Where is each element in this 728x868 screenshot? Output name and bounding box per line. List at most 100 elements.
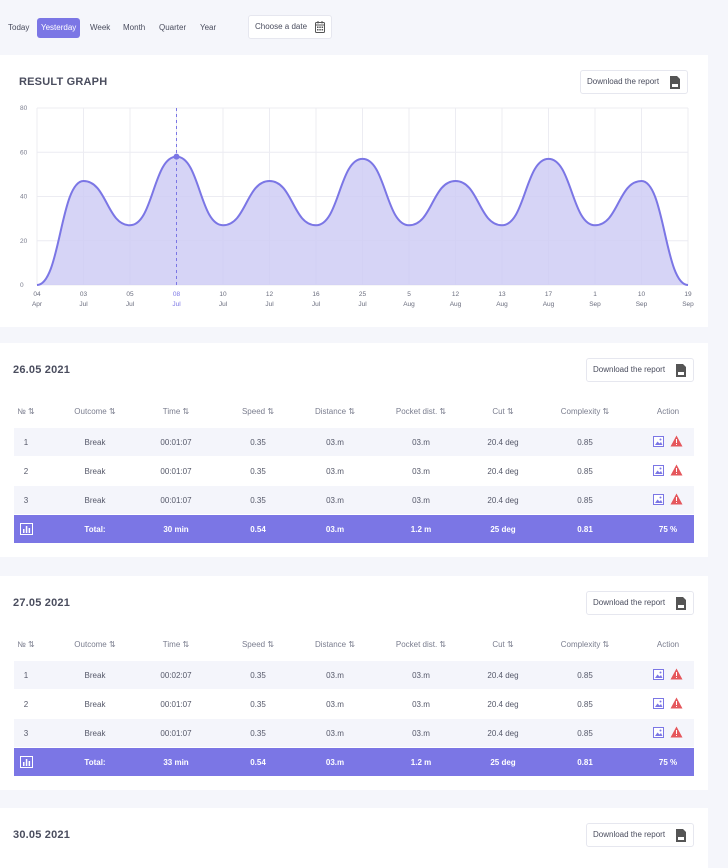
table-cell: 20.4 deg [463,671,543,680]
column-header[interactable]: Time ⇅ [136,407,216,416]
x-tick-label: 12 [266,291,274,298]
period-quarter[interactable]: Quarter [155,18,190,38]
table-cell: Break [55,496,135,505]
document-icon [676,364,686,377]
table-cell: 00:01:07 [136,729,216,738]
image-icon[interactable] [653,698,664,709]
x-tick-label: 10 [219,291,227,298]
table-cell: 00:01:07 [136,496,216,505]
column-header[interactable]: Distance ⇅ [295,407,375,416]
y-tick-label: 0 [20,282,24,289]
x-tick-label: Jul [312,301,321,308]
table-cell: 20.4 deg [463,700,543,709]
total-cell: 0.81 [545,525,625,534]
x-tick-label: Jul [126,301,135,308]
warning-icon[interactable] [670,697,683,709]
highlight-point [174,154,180,160]
session-card-3: 30.05 2021 Download the report [0,808,708,868]
session-download-label: Download the report [593,598,665,607]
table-cell: 0.85 [545,467,625,476]
table-cell: 03.m [295,467,375,476]
warning-icon[interactable] [670,435,683,447]
column-header[interactable]: Pocket dist. ⇅ [381,640,461,649]
total-cell: 75 % [628,525,708,534]
session-date: 26.05 2021 [13,364,70,376]
column-header[interactable]: Outcome ⇅ [55,407,135,416]
table-cell: 03.m [381,438,461,447]
column-header[interactable]: Time ⇅ [136,640,216,649]
table-cell: 20.4 deg [463,438,543,447]
column-header[interactable]: Outcome ⇅ [55,640,135,649]
x-tick-label: Aug [496,301,508,308]
warning-icon[interactable] [670,464,683,476]
session-download-label: Download the report [593,830,665,839]
table-cell: 0.85 [545,729,625,738]
total-cell: 0.54 [218,525,298,534]
x-tick-label: Jul [265,301,274,308]
column-header[interactable]: Complexity ⇅ [545,640,625,649]
session-download-button[interactable]: Download the report [586,823,694,847]
image-icon[interactable] [653,727,664,738]
warning-icon[interactable] [670,726,683,738]
session-download-button[interactable]: Download the report [586,358,694,382]
total-cell: 75 % [628,758,708,767]
x-tick-label: 13 [498,291,506,298]
image-icon[interactable] [653,436,664,447]
image-icon[interactable] [653,494,664,505]
calendar-icon [315,21,325,33]
x-tick-label: Jul [358,301,367,308]
session-download-button[interactable]: Download the report [586,591,694,615]
warning-icon[interactable] [670,668,683,680]
table-cell: 0.85 [545,700,625,709]
column-header[interactable]: Pocket dist. ⇅ [381,407,461,416]
x-tick-label: Aug [450,301,462,308]
y-tick-label: 20 [20,238,28,245]
bar-chart-icon [20,756,33,768]
column-header: Action [628,640,708,649]
x-tick-label: 08 [173,291,181,298]
total-cell: 25 deg [463,525,543,534]
image-icon[interactable] [653,669,664,680]
warning-icon[interactable] [670,493,683,505]
column-header[interactable]: Speed ⇅ [218,407,298,416]
table-cell: 03.m [381,496,461,505]
column-header[interactable]: Distance ⇅ [295,640,375,649]
column-header[interactable]: Complexity ⇅ [545,407,625,416]
period-week[interactable]: Week [86,18,114,38]
x-tick-label: 10 [638,291,646,298]
session-table: № ⇅Outcome ⇅Time ⇅Speed ⇅Distance ⇅Pocke… [14,399,694,541]
table-cell: Break [55,671,135,680]
period-today[interactable]: Today [4,18,33,38]
period-yesterday[interactable]: Yesterday [37,18,80,38]
column-header[interactable]: Cut ⇅ [463,407,543,416]
period-month[interactable]: Month [119,18,149,38]
table-cell: 03.m [295,496,375,505]
table-cell: 20.4 deg [463,467,543,476]
column-header: Action [628,407,708,416]
total-cell: 0.54 [218,758,298,767]
column-header[interactable]: Cut ⇅ [463,640,543,649]
y-tick-label: 40 [20,194,28,201]
column-header[interactable]: Speed ⇅ [218,640,298,649]
total-cell: 25 deg [463,758,543,767]
x-tick-label: Aug [403,301,415,308]
session-download-label: Download the report [593,365,665,374]
choose-date-button[interactable]: Choose a date [248,15,332,39]
table-header: № ⇅Outcome ⇅Time ⇅Speed ⇅Distance ⇅Pocke… [14,632,694,656]
x-tick-label: 04 [33,291,41,298]
document-icon [676,829,686,842]
period-year[interactable]: Year [196,18,220,38]
table-cell: Break [55,438,135,447]
table-cell: 00:01:07 [136,467,216,476]
image-icon[interactable] [653,465,664,476]
period-toolbar: Today Yesterday Week Month Quarter Year … [0,14,728,38]
table-header: № ⇅Outcome ⇅Time ⇅Speed ⇅Distance ⇅Pocke… [14,399,694,423]
